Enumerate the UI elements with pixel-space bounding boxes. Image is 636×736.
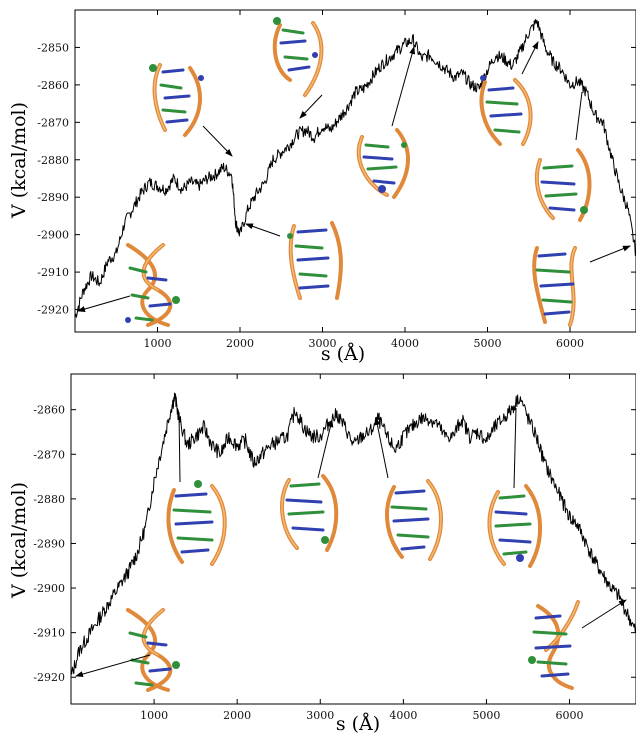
bottom-y-axis-title: V (kcal/mol) bbox=[8, 482, 30, 599]
top-x-tick-label: 4000 bbox=[391, 337, 419, 350]
top-structure-end bbox=[532, 246, 577, 327]
bottom-y-tick-label: -2900 bbox=[33, 582, 65, 595]
bottom-y-tick-label: -2860 bbox=[33, 404, 65, 417]
top-structure-4 bbox=[356, 128, 411, 199]
top-structure-start-helix bbox=[125, 243, 180, 327]
top-structure-6 bbox=[534, 148, 592, 222]
top-y-tick-label: -2860 bbox=[37, 79, 69, 92]
top-chart-panel: -2920 -2910 -2900 -2890 -2880 -2870 -2860 -2850… bbox=[8, 9, 636, 365]
bottom-x-tick-label: 3000 bbox=[306, 709, 334, 722]
top-y-tick-label: -2870 bbox=[37, 116, 69, 129]
top-y-tick-label: -2920 bbox=[37, 304, 69, 317]
top-y-tick-label: -2890 bbox=[37, 191, 69, 204]
top-structure-3 bbox=[287, 221, 343, 300]
top-y-tick-label: -2910 bbox=[37, 266, 69, 279]
bottom-x-tick-label: 4000 bbox=[389, 709, 417, 722]
bottom-y-tick-label: -2920 bbox=[33, 671, 65, 684]
top-structure-1 bbox=[149, 63, 204, 137]
top-arrow-start bbox=[77, 295, 131, 312]
top-y-axis-ticks: -2920 -2910 -2900 -2890 -2880 -2870 -2860 -2850 bbox=[37, 41, 636, 317]
bottom-chart-panel: -2920 -2910 -2900 -2890 -2880 -2870 -2860 1000… bbox=[8, 373, 636, 735]
top-arrow-4 bbox=[391, 46, 416, 127]
top-arrow-end bbox=[589, 245, 631, 263]
top-x-axis-ticks: 1000 2000 3000 4000 5000 6000 bbox=[144, 10, 584, 350]
top-x-tick-label: 2000 bbox=[226, 337, 254, 350]
top-x-tick-label: 3000 bbox=[309, 337, 337, 350]
top-structure-2 bbox=[272, 17, 324, 97]
bottom-x-tick-label: 2000 bbox=[223, 709, 251, 722]
top-x-tick-label: 5000 bbox=[474, 337, 502, 350]
bottom-y-tick-label: -2890 bbox=[33, 537, 65, 550]
bottom-arrow-3 bbox=[374, 417, 389, 479]
top-arrow-1 bbox=[202, 125, 233, 157]
bottom-arrow-2 bbox=[317, 419, 334, 479]
bottom-structure-end bbox=[528, 600, 580, 690]
top-arrow-2 bbox=[299, 94, 323, 119]
top-arrow-3 bbox=[245, 223, 281, 237]
top-plot-frame bbox=[74, 9, 636, 333]
bottom-x-axis-ticks: 1000 2000 3000 4000 5000 6000 bbox=[140, 374, 584, 722]
bottom-structure-3 bbox=[385, 479, 443, 561]
bottom-y-tick-label: -2870 bbox=[33, 448, 65, 461]
bottom-arrow-end bbox=[581, 599, 627, 629]
bottom-structure-1 bbox=[166, 480, 227, 566]
top-y-tick-label: -2880 bbox=[37, 154, 69, 167]
bottom-x-tick-label: 5000 bbox=[472, 709, 500, 722]
top-x-axis-title: s (Å) bbox=[321, 343, 365, 365]
bottom-structure-4 bbox=[487, 484, 542, 568]
bottom-x-tick-label: 1000 bbox=[140, 709, 168, 722]
bottom-line-1 bbox=[178, 411, 181, 483]
bottom-arrow-start bbox=[75, 654, 151, 677]
bottom-x-axis-title: s (Å) bbox=[336, 713, 380, 735]
top-line-6 bbox=[575, 91, 583, 141]
bottom-y-tick-label: -2880 bbox=[33, 493, 65, 506]
bottom-energy-curve bbox=[70, 392, 636, 675]
top-x-tick-label: 1000 bbox=[144, 337, 172, 350]
top-structure-5 bbox=[479, 75, 533, 146]
top-y-tick-label: -2850 bbox=[37, 41, 69, 54]
top-arrow-5 bbox=[521, 41, 539, 75]
bottom-y-tick-label: -2910 bbox=[33, 627, 65, 640]
top-y-axis-title: V (kcal/mol) bbox=[8, 102, 30, 219]
bottom-x-tick-label: 6000 bbox=[556, 709, 584, 722]
top-y-tick-label: -2900 bbox=[37, 229, 69, 242]
bottom-structure-start-helix bbox=[126, 608, 180, 692]
bottom-line-4 bbox=[513, 407, 517, 489]
bottom-y-axis-ticks: -2920 -2910 -2900 -2890 -2880 -2870 -2860 bbox=[33, 404, 636, 684]
bottom-structure-2 bbox=[280, 474, 339, 552]
top-x-tick-label: 6000 bbox=[556, 337, 584, 350]
top-energy-curve bbox=[74, 19, 636, 318]
bottom-plot-frame bbox=[70, 373, 636, 705]
